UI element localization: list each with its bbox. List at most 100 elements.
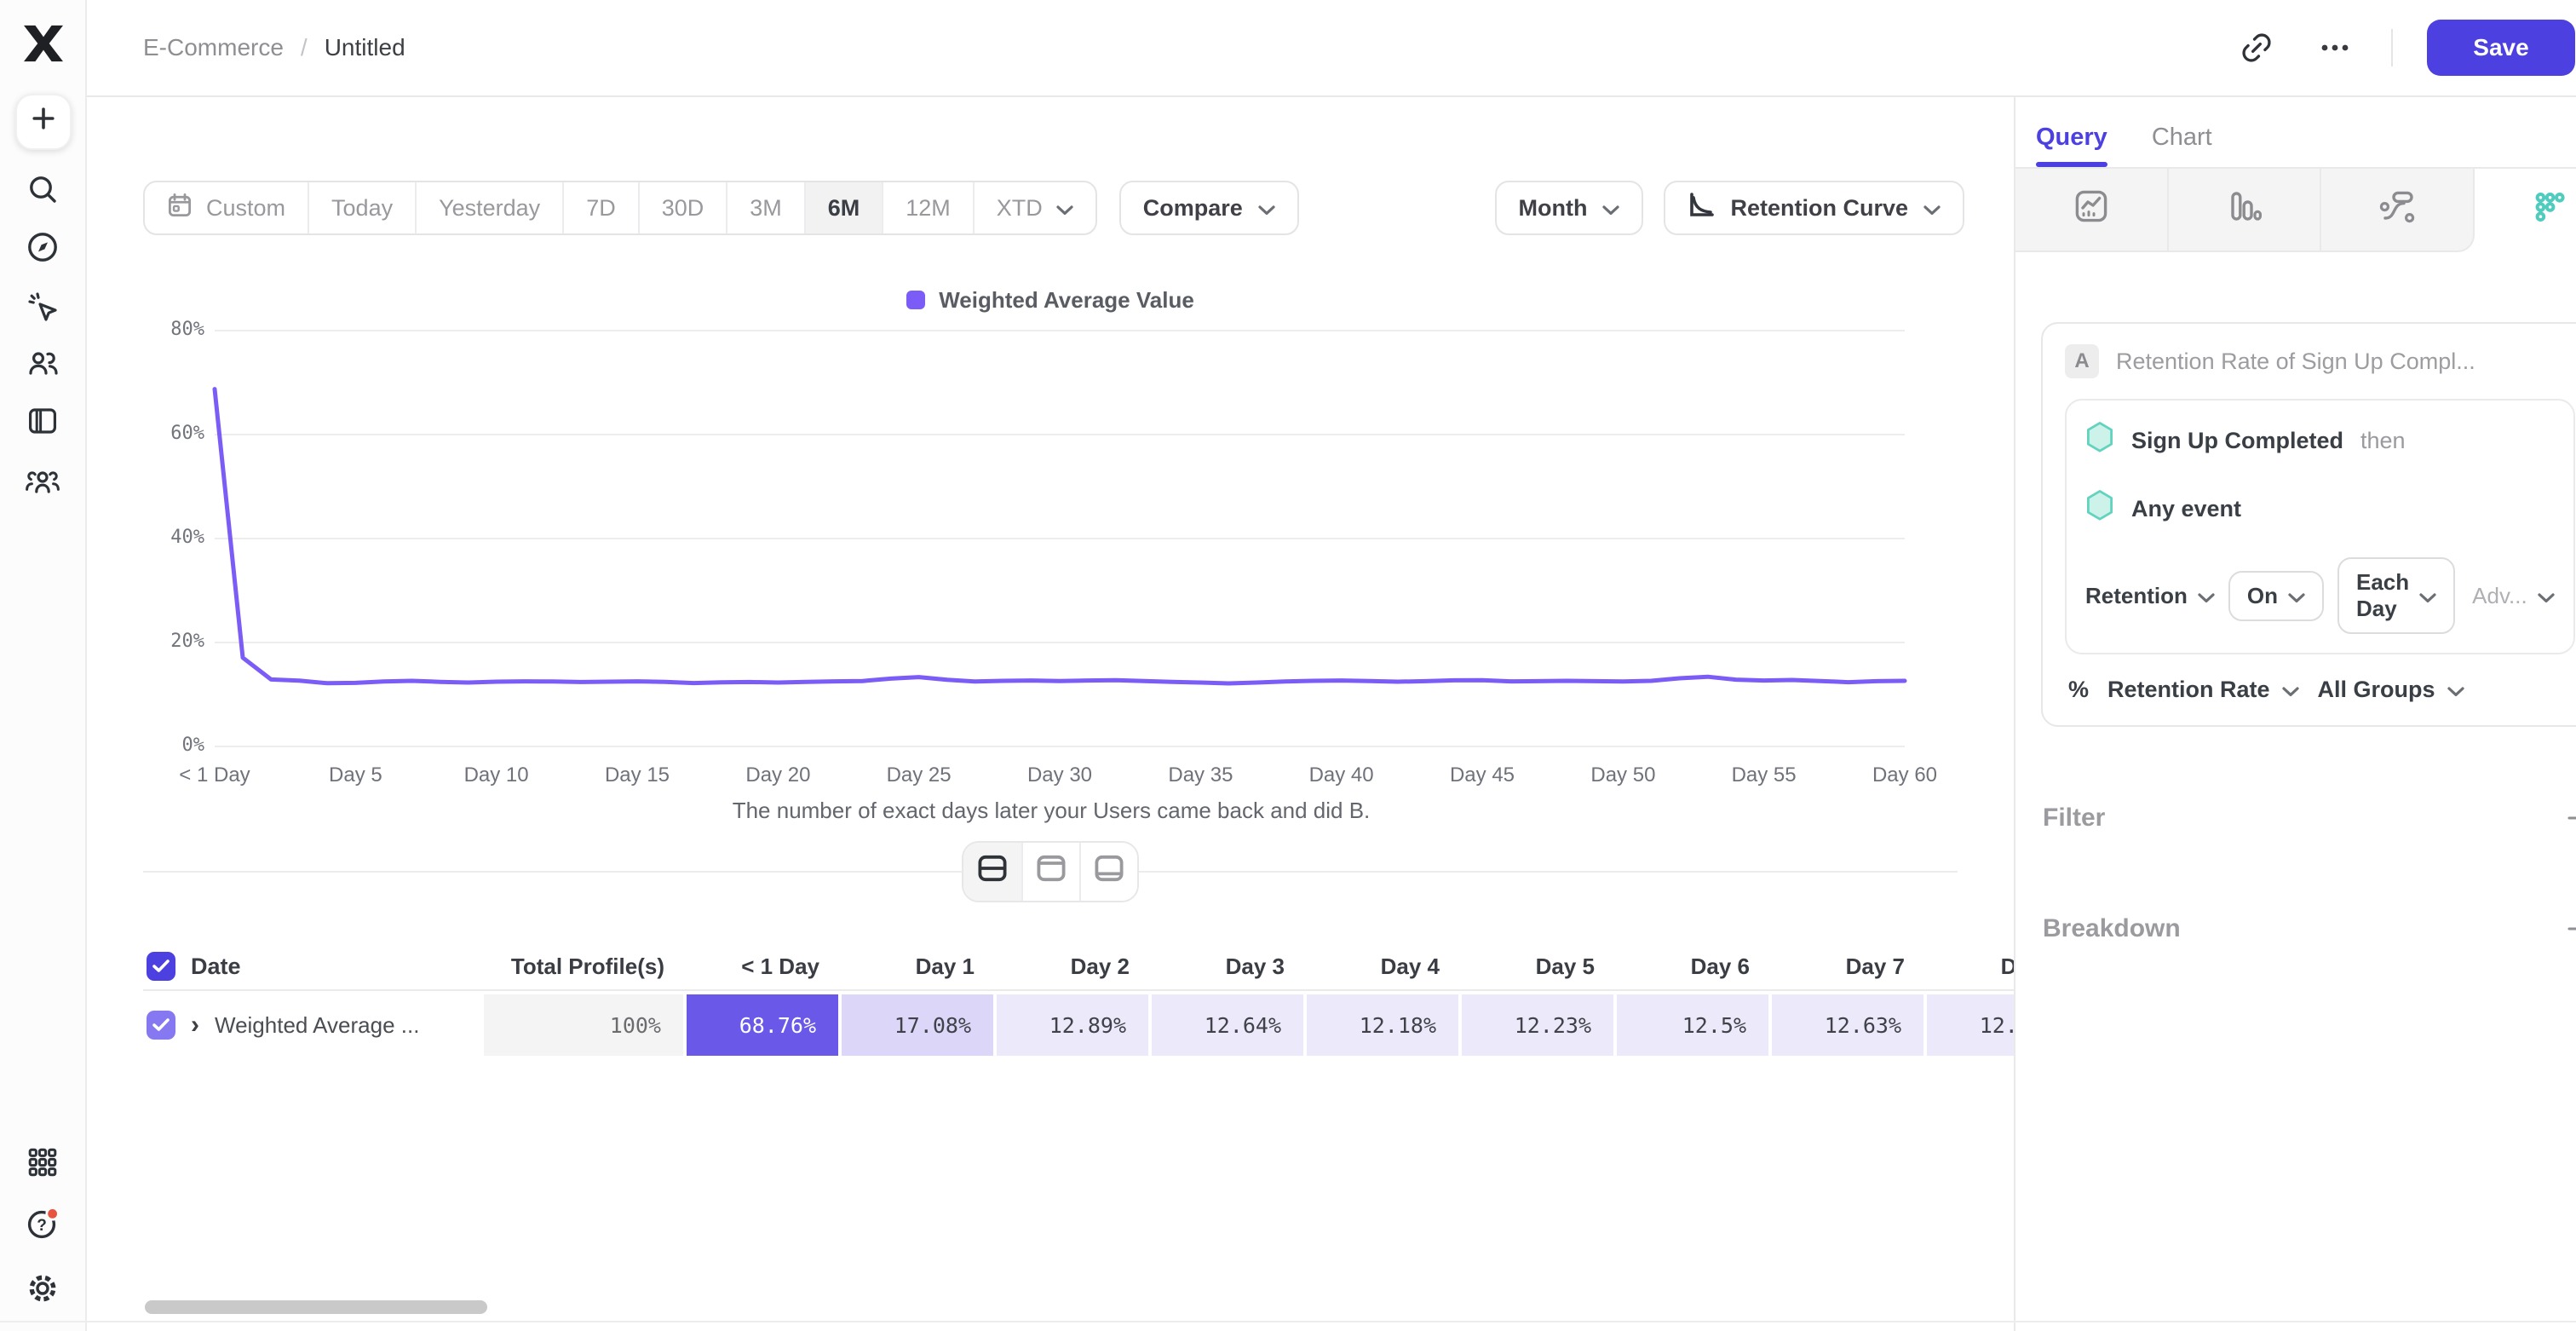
chart-only-icon: [1035, 853, 1067, 890]
report-type-flows[interactable]: [2321, 169, 2475, 252]
x-axis-tick: Day 55: [1732, 763, 1797, 787]
events-card: Sign Up Completed then Any event Retenti…: [2065, 399, 2575, 654]
range-yesterday[interactable]: Yesterday: [415, 182, 562, 233]
more-options-icon[interactable]: [2313, 26, 2357, 70]
chart-legend[interactable]: Weighted Average Value: [87, 286, 2014, 314]
breakdown-label: Breakdown: [2043, 914, 2181, 943]
range-today[interactable]: Today: [308, 182, 415, 233]
measure-label: Retention Rate: [2107, 677, 2270, 703]
interval-dropdown[interactable]: Each Day: [2337, 557, 2455, 634]
breadcrumb-project[interactable]: E-Commerce: [143, 34, 284, 61]
x-axis-tick: Day 10: [464, 763, 529, 787]
report-type-tiles: [2015, 167, 2576, 252]
chevron-down-icon: [2282, 677, 2299, 703]
table-value-cell[interactable]: 12.63%: [1772, 994, 1927, 1056]
board-icon[interactable]: [22, 400, 63, 441]
range-xtd[interactable]: XTD: [973, 182, 1095, 233]
report-title[interactable]: Untitled: [325, 34, 405, 61]
groups-dropdown[interactable]: All Groups: [2318, 677, 2464, 703]
chevron-down-icon: [2538, 583, 2555, 609]
report-toolbar: CustomTodayYesterday7D30D3M6M12MXTD Comp…: [143, 181, 1964, 235]
groups-label: All Groups: [2318, 677, 2435, 703]
step-title-input[interactable]: Retention Rate of Sign Up Compl...: [2116, 349, 2475, 375]
settings-gear-icon[interactable]: [22, 1268, 63, 1309]
column-header[interactable]: < 1 Day: [687, 954, 842, 980]
step-badge: A: [2065, 344, 2099, 378]
first-event-row[interactable]: Sign Up Completed then: [2085, 421, 2555, 460]
range-6m[interactable]: 6M: [804, 182, 883, 233]
table-value-cell[interactable]: 100%: [484, 994, 687, 1056]
on-dropdown[interactable]: On: [2228, 571, 2324, 621]
range-custom[interactable]: Custom: [145, 182, 308, 233]
table-value-cell[interactable]: 12.23%: [1462, 994, 1617, 1056]
tab-chart[interactable]: Chart: [2152, 124, 2212, 167]
column-header[interactable]: Day 6: [1617, 954, 1772, 980]
help-icon[interactable]: ?: [22, 1203, 63, 1244]
users-icon[interactable]: [22, 343, 63, 383]
user-group-icon[interactable]: [22, 462, 63, 503]
measure-dropdown[interactable]: Retention Rate: [2107, 677, 2299, 703]
second-event-row[interactable]: Any event: [2085, 489, 2555, 528]
column-header[interactable]: Day 8: [1927, 954, 2015, 980]
range-3m[interactable]: 3M: [726, 182, 804, 233]
save-button[interactable]: Save: [2427, 20, 2574, 76]
table-value-cell[interactable]: 12.5%: [1617, 994, 1772, 1056]
table-value-cell[interactable]: 12.66%: [1927, 994, 2015, 1056]
panel-tabs: Query Chart: [2015, 97, 2576, 167]
range-7d[interactable]: 7D: [562, 182, 638, 233]
advanced-label: Adv...: [2472, 583, 2527, 609]
search-icon[interactable]: [22, 169, 63, 210]
column-header[interactable]: Day 1: [842, 954, 997, 980]
granularity-dropdown[interactable]: Month: [1495, 181, 1644, 235]
view-toggle-group: [962, 841, 1139, 902]
expand-row-chevron[interactable]: ›: [191, 1012, 199, 1038]
horizontal-scrollbar-thumb[interactable]: [145, 1300, 487, 1314]
table-value-cell[interactable]: 17.08%: [842, 994, 997, 1056]
view-toggle-split-view[interactable]: [963, 843, 1021, 901]
date-range-group: CustomTodayYesterday7D30D3M6M12MXTD: [143, 181, 1097, 235]
column-header[interactable]: Day 5: [1462, 954, 1617, 980]
report-type-funnels[interactable]: [2169, 169, 2322, 252]
date-header-cell: Date: [143, 952, 484, 981]
table-value-cell[interactable]: 12.89%: [997, 994, 1152, 1056]
chevron-down-icon: [1056, 195, 1073, 222]
column-header[interactable]: Day 3: [1152, 954, 1307, 980]
range-12m[interactable]: 12M: [882, 182, 973, 233]
create-new-button[interactable]: [15, 94, 72, 150]
on-label: On: [2247, 583, 2278, 609]
x-axis-labels: < 1 DayDay 5Day 10Day 15Day 20Day 25Day …: [143, 763, 1959, 787]
table-value-cell[interactable]: 12.64%: [1152, 994, 1307, 1056]
tab-query[interactable]: Query: [2036, 124, 2107, 167]
row-checkbox[interactable]: [147, 1011, 175, 1040]
select-all-checkbox[interactable]: [147, 952, 175, 981]
chart-type-dropdown[interactable]: Retention Curve: [1664, 181, 1964, 235]
column-header[interactable]: Day 7: [1772, 954, 1927, 980]
y-axis-tick: 0%: [143, 735, 204, 756]
advanced-dropdown[interactable]: Adv...: [2472, 583, 2555, 609]
mixpanel-logo-icon[interactable]: [22, 24, 65, 70]
retention-line-chart[interactable]: 80%60%40%20%0%< 1 DayDay 5Day 10Day 15Da…: [143, 317, 1959, 824]
apps-grid-icon[interactable]: [22, 1142, 63, 1183]
report-type-retention[interactable]: [2475, 169, 2576, 252]
second-event-name: Any event: [2131, 496, 2241, 522]
table-value-cell[interactable]: 68.76%: [687, 994, 842, 1056]
column-header[interactable]: Day 2: [997, 954, 1152, 980]
column-header[interactable]: Total Profile(s): [484, 954, 687, 980]
cursor-click-icon[interactable]: [22, 286, 63, 327]
report-type-insights[interactable]: [2015, 169, 2169, 252]
table-value-cell[interactable]: 12.18%: [1307, 994, 1462, 1056]
chart-type-label: Retention Curve: [1730, 195, 1908, 222]
column-header[interactable]: Day 4: [1307, 954, 1462, 980]
compare-button[interactable]: Compare: [1119, 181, 1299, 235]
copy-link-icon[interactable]: [2234, 26, 2279, 70]
retention-type-dropdown[interactable]: Retention: [2085, 583, 2215, 609]
chart-plot-area[interactable]: [143, 317, 1959, 753]
add-breakdown-button[interactable]: [2567, 916, 2576, 942]
row-label[interactable]: Weighted Average ...: [215, 1012, 419, 1039]
view-toggle-table-only[interactable]: [1079, 843, 1137, 901]
date-column-header[interactable]: Date: [191, 954, 241, 980]
add-filter-button[interactable]: [2567, 805, 2576, 831]
compass-icon[interactable]: [22, 227, 63, 268]
range-30d[interactable]: 30D: [638, 182, 727, 233]
view-toggle-chart-only[interactable]: [1021, 843, 1079, 901]
